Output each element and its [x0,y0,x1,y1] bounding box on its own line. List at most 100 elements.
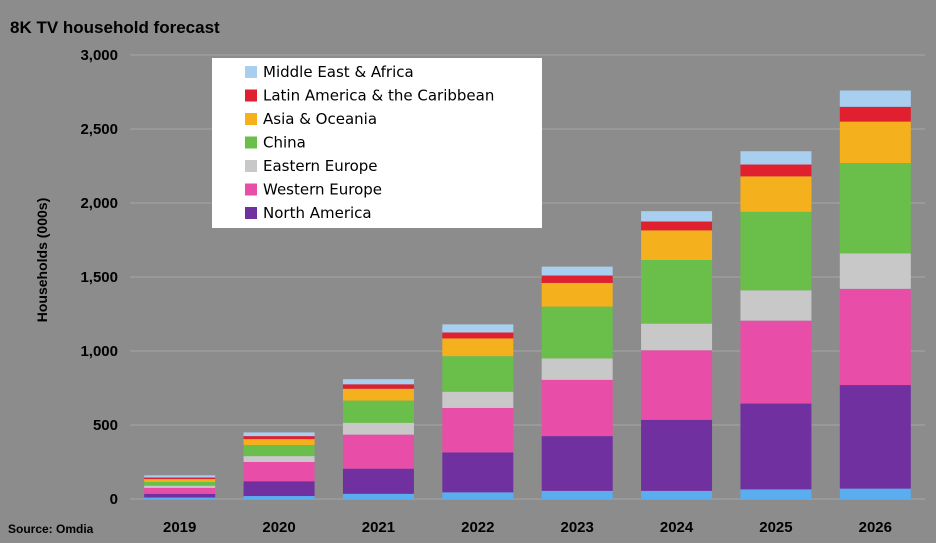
legend-swatch [245,207,257,219]
bar-segment [541,306,613,359]
bar-segment [740,290,812,321]
bar-segment [442,492,514,499]
bar-segment [342,379,414,385]
bar-segment [839,121,911,164]
bar-segment [839,106,911,122]
bar-segment [243,444,315,457]
x-tick-label: 2025 [759,519,792,536]
bar-segment [740,489,812,499]
bar-segment [740,320,812,404]
bar-segment [243,456,315,462]
bar-segment [740,176,812,212]
x-tick-label: 2021 [362,519,395,536]
bar-segment [342,468,414,494]
bar-segment [144,475,216,478]
bar-segment [740,403,812,490]
bar-segment [342,388,414,401]
bar-segment [144,487,216,494]
bar-segment [641,490,713,499]
bar-segment [144,479,216,482]
bar-segment [442,356,514,392]
legend-box [212,58,542,228]
bar-segment [541,379,613,437]
x-tick-label: 2026 [859,519,892,536]
bar-segment [144,497,216,499]
bar-segment [641,350,713,420]
bar-segment [442,338,514,357]
bar-segment [144,485,216,488]
y-axis-tick-labels: 0 500 1,000 1,500 2,000 2,500 3,000 [80,47,118,508]
x-tick-label: 2022 [461,519,494,536]
bar-segment [442,407,514,453]
legend: Middle East & Africa Latin America & the … [212,58,542,228]
bar-segment [839,385,911,489]
bar-segment [442,452,514,493]
bar-segment [641,419,713,491]
y-tick-label: 0 [110,491,118,508]
y-tick-label: 1,000 [80,343,118,360]
chart-title: 8K TV household forecast [10,18,220,37]
bar-segment [342,400,414,423]
legend-label: North America [263,204,372,222]
legend-swatch [245,160,257,172]
y-axis-label: Households (000s) [34,198,50,322]
bar-segment [342,422,414,435]
bar-segment [442,332,514,339]
x-axis-tick-labels: 2019 2020 2021 2022 2023 2024 2025 2026 [163,519,892,536]
legend-label: Latin America & the Caribbean [263,87,494,105]
bar-segment [541,358,613,380]
x-tick-label: 2023 [561,519,594,536]
x-tick-label: 2024 [660,519,694,536]
bar-segment [641,323,713,351]
legend-label: Western Europe [263,181,382,199]
y-tick-label: 1,500 [80,269,118,286]
bar-segment [541,282,613,307]
bar-segment [342,434,414,469]
bar-segment [243,462,315,482]
bar-segment [243,496,315,499]
bar-segment [641,230,713,260]
bar-segment [641,221,713,231]
legend-label: Middle East & Africa [263,63,414,81]
bar-segment [144,481,216,486]
bar-segment [243,439,315,445]
bar-segment [839,90,911,107]
bar-segment [740,164,812,177]
bar-segment [541,436,613,491]
bar-segment [641,259,713,324]
bar-segment [740,151,812,165]
legend-swatch [245,136,257,149]
legend-swatch [245,183,257,196]
x-tick-label: 2019 [163,519,196,536]
x-tick-label: 2020 [262,519,295,536]
bar-segment [144,493,216,498]
y-tick-label: 3,000 [80,47,118,64]
bar-segment [442,391,514,408]
bar-segment [243,432,315,437]
bar-segment [839,288,911,386]
source-note: Source: Omdia [8,522,94,536]
bar-segment [442,324,514,333]
legend-label: Asia & Oceania [263,110,377,128]
bar-segment [243,436,315,440]
bar-segment [243,481,315,497]
bar-segment [740,211,812,291]
y-tick-label: 500 [93,417,118,434]
bar-segment [839,488,911,499]
legend-label: China [263,134,306,152]
bar-segment [541,275,613,283]
y-tick-label: 2,000 [80,195,118,212]
legend-swatch [245,113,257,125]
bar-segment [144,477,216,480]
legend-swatch [245,66,257,78]
bar-segment [541,266,613,276]
bar-segment [342,493,414,499]
bar-segment [839,253,911,289]
legend-label: Eastern Europe [263,157,378,175]
bar-segment [641,211,713,222]
legend-swatch [245,89,257,102]
y-tick-label: 2,500 [80,121,118,138]
bar-segment [541,490,613,499]
bar-segment [342,384,414,389]
